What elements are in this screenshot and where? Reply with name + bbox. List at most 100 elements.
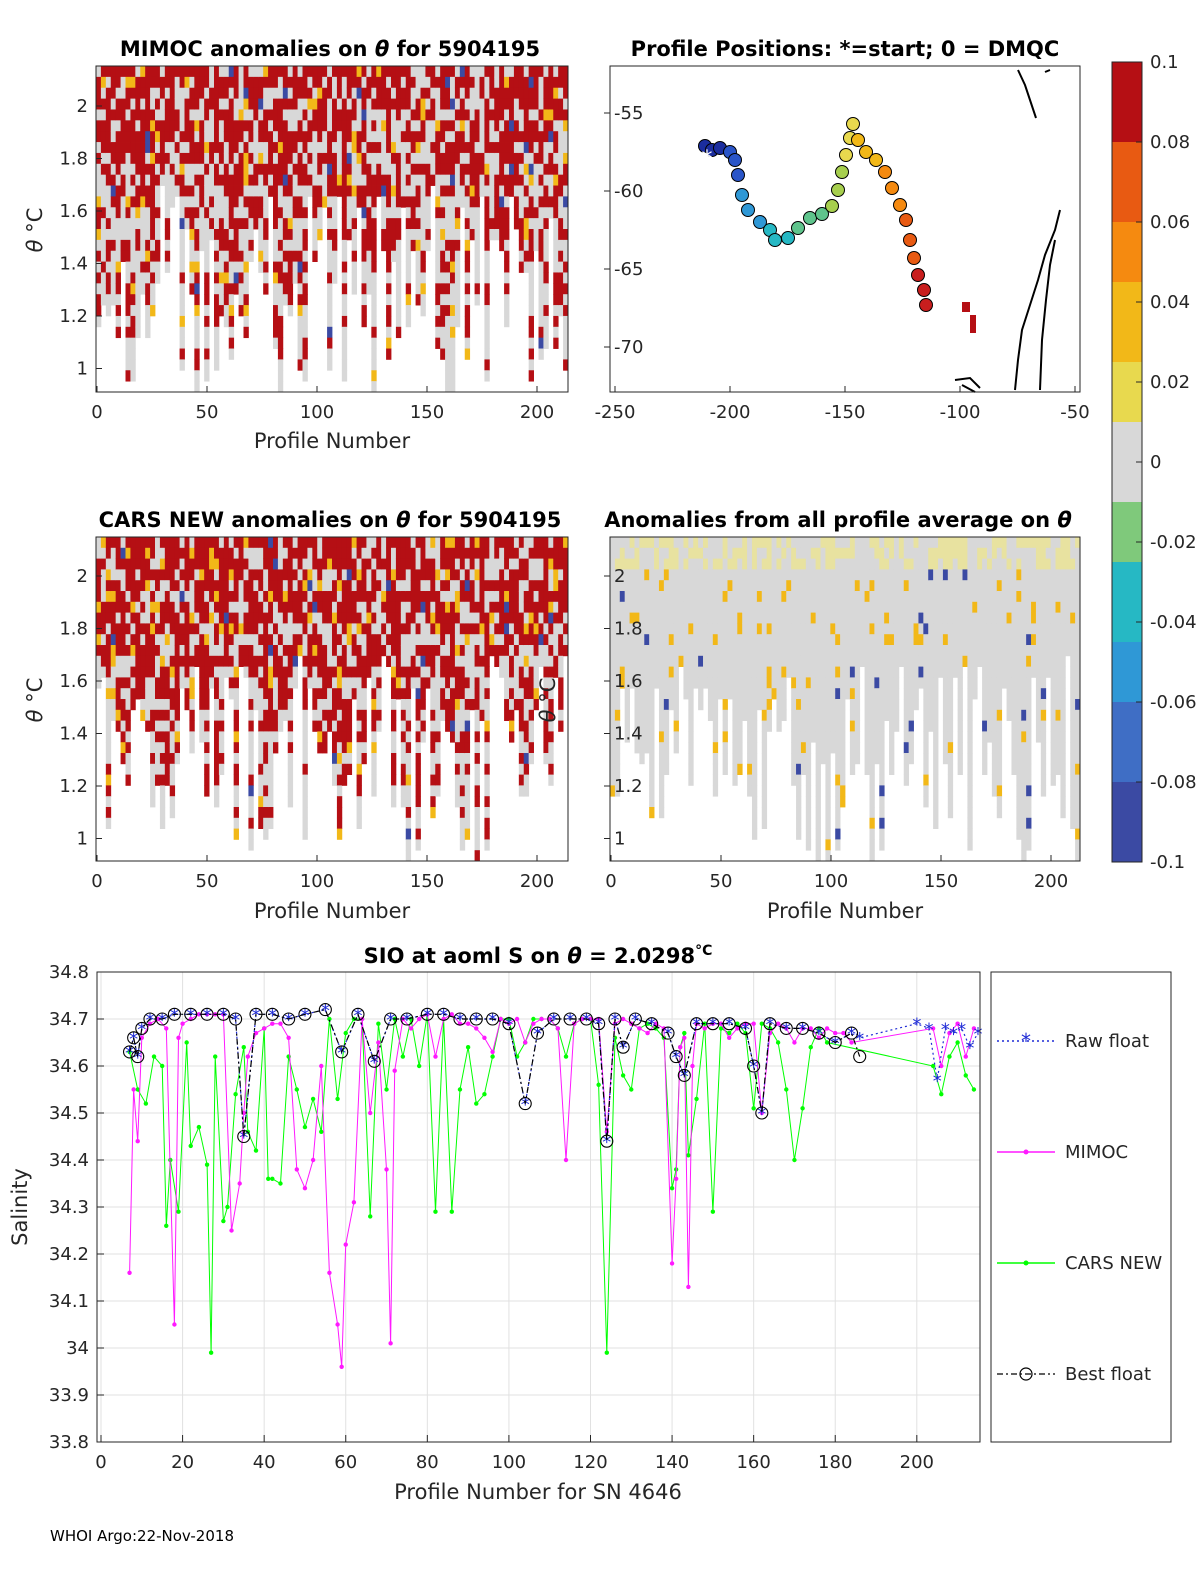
heatmap-cell bbox=[430, 558, 436, 570]
heatmap-cell bbox=[277, 370, 284, 382]
heatmap-cell bbox=[258, 709, 264, 721]
heatmap-cell bbox=[548, 163, 554, 176]
heatmap-cell bbox=[494, 109, 500, 121]
heatmap-cell bbox=[307, 537, 313, 549]
heatmap-cell bbox=[376, 185, 382, 197]
heatmap-cell bbox=[145, 283, 151, 295]
heatmap-cell bbox=[214, 315, 220, 328]
heatmap-cell bbox=[351, 655, 357, 667]
heatmap-cell bbox=[218, 185, 225, 197]
heatmap-cell bbox=[376, 634, 382, 646]
heatmap-cell bbox=[327, 655, 333, 667]
heatmap-cell bbox=[815, 709, 821, 721]
heatmap-cell bbox=[346, 76, 353, 89]
heatmap-cell bbox=[228, 558, 235, 570]
heatmap-cell bbox=[189, 558, 195, 570]
heatmap-cell bbox=[538, 120, 544, 132]
heatmap-cell bbox=[332, 66, 338, 78]
heatmap-cell bbox=[204, 370, 210, 382]
heatmap-cell bbox=[459, 720, 466, 732]
heatmap-cell bbox=[553, 196, 559, 208]
heatmap-cell bbox=[209, 569, 215, 581]
heatmap-cell bbox=[258, 229, 264, 241]
heatmap-cell bbox=[563, 109, 569, 121]
heatmap-cell bbox=[533, 558, 539, 570]
heatmap-cell bbox=[125, 109, 131, 121]
heatmap-cell bbox=[135, 207, 141, 219]
heatmap-cell bbox=[150, 601, 156, 613]
heatmap-cell bbox=[302, 98, 308, 110]
heatmap-cell bbox=[395, 261, 402, 273]
heatmap-cell bbox=[391, 688, 397, 700]
cars-title: CARS NEW anomalies on θ for 5904195 bbox=[99, 508, 562, 532]
track-point bbox=[885, 181, 899, 195]
heatmap-cell bbox=[712, 580, 719, 592]
heatmap-cell bbox=[110, 558, 117, 570]
heatmap-cell bbox=[115, 239, 121, 252]
heatmap-cell bbox=[277, 381, 284, 393]
heatmap-cell bbox=[815, 601, 821, 613]
heatmap-cell bbox=[297, 272, 303, 284]
heatmap-cell bbox=[805, 785, 812, 797]
heatmap-cell bbox=[164, 142, 171, 154]
heatmap-cell bbox=[440, 120, 446, 132]
heatmap-cell bbox=[130, 76, 136, 89]
heatmap-cell bbox=[297, 66, 303, 78]
heatmap-cell bbox=[194, 239, 200, 252]
heatmap-cell bbox=[214, 645, 220, 657]
heatmap-cell bbox=[366, 174, 372, 186]
heatmap-cell bbox=[440, 645, 446, 657]
heatmap-cell bbox=[164, 98, 171, 110]
heatmap-cell bbox=[218, 601, 225, 613]
colorbar-band bbox=[1112, 142, 1142, 163]
heatmap-cell bbox=[194, 569, 200, 581]
heatmap-cell bbox=[302, 763, 308, 775]
heatmap-cell bbox=[489, 591, 495, 603]
heatmap-cell bbox=[263, 796, 269, 808]
heatmap-cell bbox=[553, 163, 559, 176]
heatmap-cell bbox=[454, 163, 461, 176]
heatmap-cell bbox=[732, 774, 738, 786]
heatmap-cell bbox=[307, 185, 313, 197]
heatmap-cell bbox=[425, 76, 431, 89]
heatmap-cell bbox=[312, 98, 318, 110]
heatmap-cell bbox=[649, 731, 655, 743]
heatmap-cell bbox=[184, 601, 190, 613]
heatmap-cell bbox=[174, 547, 180, 559]
heatmap-cell bbox=[703, 623, 709, 635]
heatmap-cell bbox=[341, 98, 348, 110]
heatmap-cell bbox=[391, 785, 397, 797]
heatmap-cell bbox=[209, 174, 215, 186]
heatmap-cell bbox=[518, 774, 525, 786]
heatmap-cell bbox=[469, 218, 475, 230]
heatmap-cell bbox=[317, 634, 323, 646]
heatmap-cell bbox=[658, 688, 665, 700]
heatmap-cell bbox=[386, 196, 392, 208]
heatmap-cell bbox=[214, 239, 220, 252]
heatmap-cell bbox=[327, 207, 333, 219]
heatmap-cell bbox=[366, 109, 372, 121]
heatmap-cell bbox=[155, 142, 161, 154]
heatmap-cell bbox=[327, 666, 333, 678]
heatmap-cell bbox=[533, 239, 539, 252]
heatmap-cell bbox=[425, 131, 431, 143]
heatmap-cell bbox=[371, 229, 377, 241]
heatmap-cell bbox=[614, 569, 621, 581]
heatmap-cell bbox=[420, 163, 426, 176]
heatmap-cell bbox=[356, 720, 362, 732]
heatmap-cell bbox=[548, 666, 554, 678]
heatmap-cell bbox=[179, 185, 185, 197]
heatmap-cell bbox=[469, 645, 475, 657]
heatmap-cell bbox=[440, 196, 446, 208]
heatmap-cell bbox=[484, 283, 490, 295]
heatmap-cell bbox=[484, 87, 490, 99]
heatmap-cell bbox=[464, 326, 471, 339]
heatmap-cell bbox=[96, 666, 102, 678]
track-point bbox=[899, 213, 913, 227]
heatmap-cell bbox=[346, 196, 353, 208]
heatmap-cell bbox=[100, 185, 107, 197]
heatmap-cell bbox=[273, 580, 279, 592]
heatmap-cell bbox=[273, 185, 279, 197]
heatmap-cell bbox=[194, 348, 200, 360]
heatmap-cell bbox=[169, 120, 176, 132]
